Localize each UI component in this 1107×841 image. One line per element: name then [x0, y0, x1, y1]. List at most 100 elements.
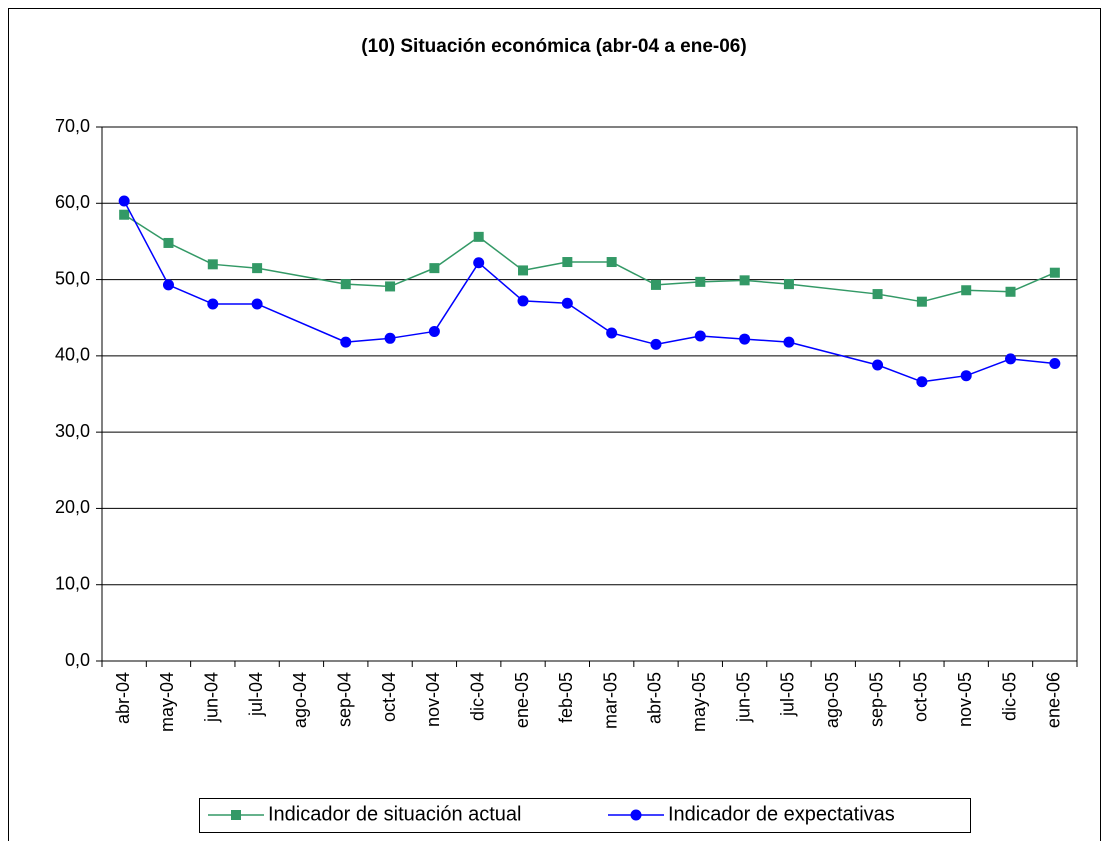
point	[384, 332, 396, 344]
point	[1005, 353, 1017, 365]
point	[473, 231, 484, 242]
line-segment	[655, 281, 701, 286]
y-tick-label: 0,0	[65, 650, 90, 670]
line-segment	[744, 279, 789, 285]
point	[872, 289, 883, 300]
line-segment	[256, 267, 346, 285]
line-segment	[522, 300, 568, 304]
chart-title: (10) Situación económica (abr-04 a ene-0…	[361, 36, 746, 57]
y-tick-label: 40,0	[55, 345, 90, 365]
point	[739, 333, 751, 345]
line-segment	[522, 261, 568, 272]
y-tick-label: 10,0	[55, 573, 90, 593]
line-segment	[611, 332, 657, 346]
line-segment	[389, 267, 435, 288]
point	[473, 257, 485, 269]
legend-marker	[231, 810, 241, 820]
legend-marker	[630, 809, 642, 821]
point	[251, 298, 263, 310]
point	[518, 265, 529, 276]
line-segment	[345, 337, 391, 343]
line-segment	[123, 214, 169, 244]
x-tick-label: jun-04	[202, 672, 222, 723]
x-tick-label: nov-04	[423, 672, 443, 727]
x-tick-label: feb-05	[556, 672, 576, 723]
point	[119, 209, 130, 220]
point	[916, 296, 927, 307]
point	[163, 237, 174, 248]
y-tick-label: 20,0	[55, 497, 90, 517]
x-tick-label: may-04	[157, 672, 177, 732]
line-segment	[700, 335, 745, 340]
point	[561, 297, 573, 309]
chart-frame	[8, 8, 1101, 841]
line-segment	[966, 289, 1011, 293]
line-segment	[1010, 358, 1055, 365]
line-segment	[433, 236, 480, 269]
y-tick-label: 30,0	[55, 421, 90, 441]
point	[118, 195, 130, 207]
point	[695, 276, 706, 287]
line-segment	[655, 335, 701, 346]
point	[562, 257, 573, 268]
x-tick-label: ago-04	[290, 672, 310, 728]
x-tick-label: oct-04	[379, 672, 399, 722]
x-tick-label: jul-05	[778, 672, 798, 717]
line-segment	[168, 284, 214, 305]
line-segment	[433, 262, 480, 332]
x-tick-label: nov-05	[955, 672, 975, 727]
line-segment	[478, 236, 524, 272]
x-tick-label: ago-05	[822, 672, 842, 728]
line-segment	[1010, 272, 1056, 293]
line-segment	[788, 341, 878, 366]
point	[650, 279, 661, 290]
point	[783, 336, 795, 348]
line-segment	[123, 200, 170, 286]
x-tick-label: dic-04	[467, 672, 487, 721]
line-segment	[744, 338, 789, 343]
x-tick-label: abr-05	[645, 672, 665, 724]
x-tick-label: oct-05	[911, 672, 931, 722]
point	[694, 330, 706, 342]
point	[1005, 286, 1016, 297]
line-segment	[877, 293, 923, 303]
point	[207, 259, 218, 270]
legend	[199, 798, 971, 833]
line-segment	[700, 279, 745, 283]
line-segment	[478, 262, 524, 302]
y-tick-label: 70,0	[55, 116, 90, 136]
plot-area	[101, 126, 1078, 662]
line-segment	[965, 358, 1011, 377]
line-segment	[921, 289, 967, 303]
point	[961, 285, 972, 296]
line-segment	[168, 242, 214, 265]
line-segment	[566, 302, 613, 334]
point	[162, 279, 174, 291]
point	[1049, 357, 1061, 369]
x-tick-label: abr-04	[113, 672, 133, 724]
x-tick-label: ene-06	[1044, 672, 1064, 728]
x-tick-label: mar-05	[600, 672, 620, 729]
x-tick-label: sep-05	[866, 672, 886, 727]
legend-label: Indicador de expectativas	[668, 803, 895, 825]
point	[340, 336, 352, 348]
x-tick-label: dic-05	[999, 672, 1019, 721]
point	[916, 376, 928, 388]
point	[872, 359, 884, 371]
point	[385, 281, 396, 292]
line-segment	[611, 261, 657, 286]
x-tick-label: sep-04	[335, 672, 355, 727]
point	[650, 338, 662, 350]
line-segment	[345, 283, 391, 288]
point	[429, 263, 440, 274]
line-segment	[877, 364, 923, 383]
point	[783, 279, 794, 290]
x-tick-label: jul-04	[246, 672, 266, 717]
point	[252, 263, 263, 274]
point	[606, 327, 618, 339]
point	[428, 325, 440, 337]
line-segment	[212, 263, 258, 269]
x-tick-label: jun-05	[733, 672, 753, 723]
line-segment	[921, 374, 967, 383]
